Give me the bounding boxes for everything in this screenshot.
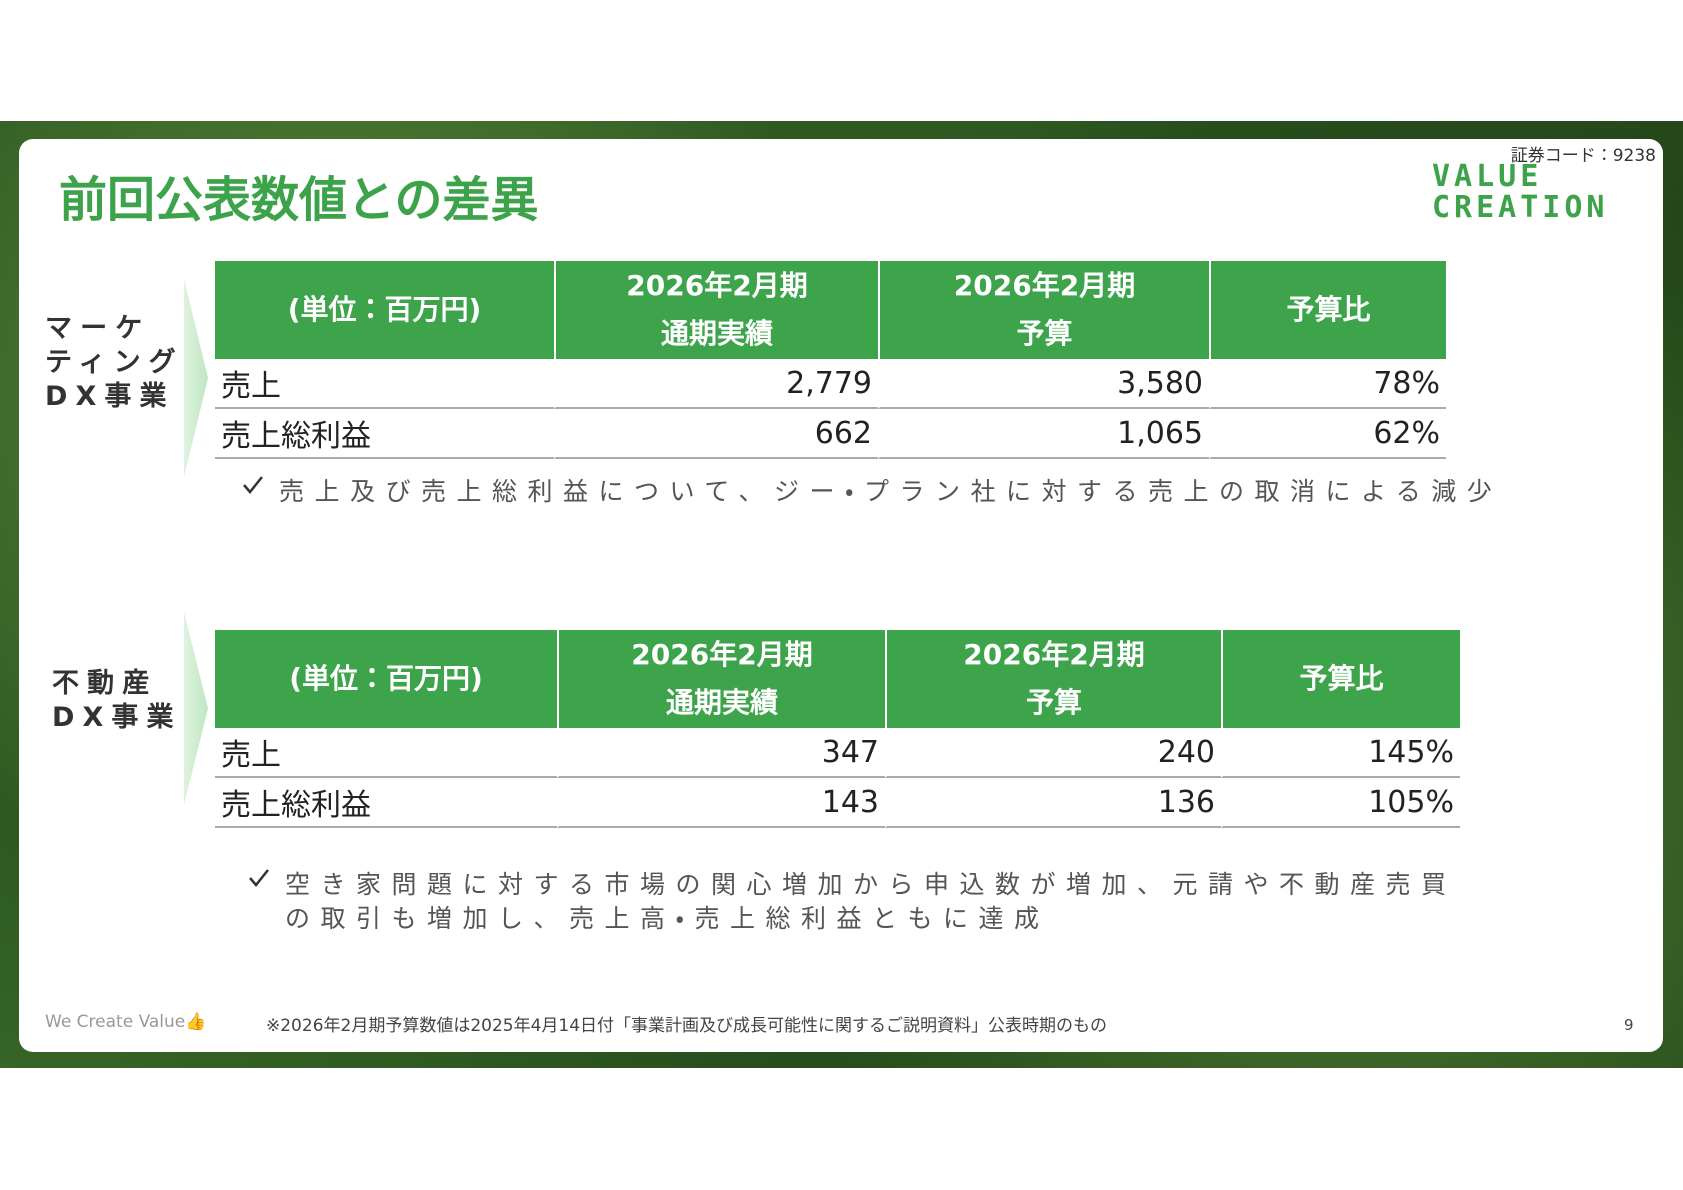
header-cell: 予算比: [1209, 261, 1446, 359]
value-cell: 105%: [1221, 778, 1460, 828]
value-cell: 1,065: [878, 409, 1209, 459]
section-arrow: [184, 279, 208, 477]
logo: VALUE CREATION: [1432, 161, 1609, 223]
header-cell: 2026年2月期 通期実績: [554, 261, 878, 359]
value-cell: 240: [885, 728, 1221, 778]
label-line: DX事業: [52, 702, 182, 733]
row: 売上総利益 662 1,065 62%: [215, 409, 1446, 459]
header-cell: 2026年2月期 予算: [878, 261, 1209, 359]
section-label: 不動産 DX事業: [52, 667, 182, 735]
header-line: 2026年2月期: [631, 638, 813, 671]
header-cell: (単位：百万円): [215, 261, 554, 359]
value-cell: 347: [557, 728, 885, 778]
label-line: 不動産: [52, 668, 158, 699]
value-cell: 136: [885, 778, 1221, 828]
section-label: マーケ ティング DX事業: [45, 312, 184, 414]
header-line: 2026年2月期: [953, 269, 1136, 302]
note-line: 売上及び売上総利益について、ジー・プラン社に対する売上の取消による減少: [279, 477, 1503, 506]
header-cell: 2026年2月期 予算: [885, 630, 1221, 728]
row-label: 売上: [215, 359, 554, 409]
page-number: 9: [1624, 1016, 1634, 1034]
note-line: 空き家問題に対する市場の関心増加から申込数が増加、元請や不動産売買: [285, 870, 1457, 899]
row: 売上 347 240 145%: [215, 728, 1460, 778]
check: [243, 476, 263, 494]
header-cell: 予算比: [1221, 630, 1460, 728]
note-line: の取引も増加し、売上高・売上総利益ともに達成: [285, 904, 1050, 933]
value-cell: 78%: [1209, 359, 1446, 409]
tagline: We Create Value👍: [45, 1012, 207, 1032]
row: 売上 2,779 3,580 78%: [215, 359, 1446, 409]
header-cell: 2026年2月期 通期実績: [557, 630, 885, 728]
check-icon: [249, 869, 269, 887]
slide-title: 前回公表数値との差異: [59, 172, 539, 228]
check: [249, 869, 269, 887]
section-arrow: [184, 612, 208, 805]
label-line: ティング: [45, 347, 184, 378]
arrow-shape: [184, 612, 208, 805]
logo-line: CREATION: [1432, 190, 1609, 225]
value-cell: 62%: [1209, 409, 1446, 459]
check-icon: [243, 476, 263, 494]
header-row: (単位：百万円) 2026年2月期 通期実績 2026年2月期 予算 予算比: [215, 261, 1446, 359]
footnote: ※2026年2月期予算数値は2025年4月14日付「事業計画及び成長可能性に関す…: [266, 1016, 1108, 1036]
label-line: DX事業: [45, 381, 175, 412]
header-row: (単位：百万円) 2026年2月期 通期実績 2026年2月期 予算 予算比: [215, 630, 1460, 728]
row-label: 売上: [215, 728, 557, 778]
header-line: 2026年2月期: [963, 638, 1145, 671]
data-table: (単位：百万円) 2026年2月期 通期実績 2026年2月期 予算 予算比 売上 347 24…: [215, 630, 1460, 828]
header-line: 通期実績: [660, 317, 773, 350]
value-cell: 145%: [1221, 728, 1460, 778]
header-line: 通期実績: [665, 686, 778, 719]
value-cell: 143: [557, 778, 885, 828]
row-label: 売上総利益: [215, 778, 557, 828]
logo-line: VALUE: [1432, 159, 1543, 194]
value-cell: 2,779: [554, 359, 878, 409]
value-cell: 662: [554, 409, 878, 459]
header-line: 予算: [1016, 317, 1073, 350]
header-line: 予算: [1025, 686, 1082, 719]
label-line: マーケ: [45, 313, 151, 344]
security-code: 証券コード：9238: [1510, 146, 1656, 166]
row-label: 売上総利益: [215, 409, 554, 459]
data-table: (単位：百万円) 2026年2月期 通期実績 2026年2月期 予算 予算比 売上 2,779…: [215, 261, 1446, 459]
value-cell: 3,580: [878, 359, 1209, 409]
arrow-shape: [184, 279, 208, 477]
row: 売上総利益 143 136 105%: [215, 778, 1460, 828]
header-cell: (単位：百万円): [215, 630, 557, 728]
header-line: 2026年2月期: [626, 269, 808, 302]
